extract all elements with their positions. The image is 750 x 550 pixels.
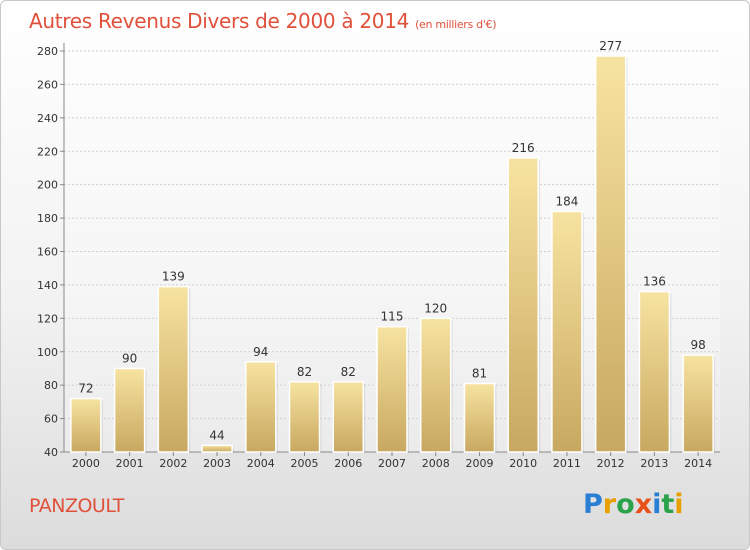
bar xyxy=(113,367,146,453)
chart-title-unit: (en milliers d'€) xyxy=(415,18,497,31)
bar-value-label: 90 xyxy=(122,351,137,365)
bar-value-label: 216 xyxy=(512,141,535,155)
bar-value-label: 98 xyxy=(690,338,705,352)
bar-value-label: 94 xyxy=(253,345,268,359)
y-tick-label: 120 xyxy=(37,312,58,325)
y-tick-label: 280 xyxy=(37,45,58,58)
y-tick-label: 140 xyxy=(37,279,58,292)
bar-value-label: 139 xyxy=(162,270,185,284)
bar-value-label: 81 xyxy=(472,366,487,380)
bar-group: 184 2011 xyxy=(551,194,584,470)
bar xyxy=(157,285,190,453)
bar xyxy=(551,210,583,453)
bar xyxy=(463,382,496,453)
y-tick-label: 240 xyxy=(37,112,58,125)
bar-value-label: 44 xyxy=(209,428,224,442)
logo-letter: P xyxy=(583,489,603,520)
logo-letter: r xyxy=(602,489,617,520)
place-name: PANZOULT xyxy=(29,495,124,517)
bar xyxy=(70,397,102,453)
logo-letter: t xyxy=(661,489,675,520)
bar xyxy=(376,325,408,453)
logo-letter: o xyxy=(616,489,635,520)
bar-group: 94 2004 xyxy=(245,345,278,470)
bar-value-label: 136 xyxy=(643,275,666,289)
x-tick-label: 2003 xyxy=(203,457,231,470)
x-tick-label: 2005 xyxy=(291,457,319,470)
bar-group: 120 2008 xyxy=(419,301,453,470)
bar-group: 136 2013 xyxy=(638,275,672,470)
x-tick-label: 2000 xyxy=(72,457,100,470)
y-tick-label: 160 xyxy=(37,246,58,259)
y-tick-label: 260 xyxy=(37,78,58,91)
x-tick-label: 2010 xyxy=(509,457,537,470)
x-tick-label: 2012 xyxy=(597,457,625,470)
y-tick-label: 60 xyxy=(44,413,58,426)
x-tick-label: 2006 xyxy=(334,457,362,470)
bar xyxy=(201,444,233,453)
bar-group: 277 2012 xyxy=(594,39,628,470)
bar-value-label: 115 xyxy=(381,310,404,324)
bar xyxy=(288,381,321,453)
x-tick-label: 2007 xyxy=(378,457,406,470)
chart-title: Autres Revenus Divers de 2000 à 2014 (en … xyxy=(29,9,497,33)
logo-letter: i xyxy=(652,489,662,520)
y-tick-label: 200 xyxy=(37,179,58,192)
proxiti-logo: Proxiti xyxy=(583,489,684,520)
x-tick-label: 2002 xyxy=(159,457,187,470)
x-tick-label: 2009 xyxy=(465,457,493,470)
y-tick-label: 100 xyxy=(37,346,58,359)
logo-letter: x xyxy=(634,489,653,520)
bar-value-label: 82 xyxy=(297,365,312,379)
x-tick-label: 2008 xyxy=(422,457,450,470)
y-tick-label: 180 xyxy=(37,212,58,225)
x-tick-label: 2013 xyxy=(640,457,668,470)
bar-value-label: 277 xyxy=(599,39,622,53)
bar-value-label: 82 xyxy=(341,365,356,379)
bar-group: 115 2007 xyxy=(376,310,409,470)
bar xyxy=(682,354,714,453)
bar-group: 139 2002 xyxy=(157,270,191,470)
x-tick-label: 2001 xyxy=(116,457,144,470)
bar-group: 216 2010 xyxy=(507,141,541,470)
bar-group: 98 2014 xyxy=(682,338,716,470)
bar-group: 81 2009 xyxy=(463,366,497,470)
bar-group: 90 2001 xyxy=(113,351,147,470)
chart-title-main: Autres Revenus Divers de 2000 à 2014 xyxy=(29,9,410,33)
bar xyxy=(419,317,452,453)
bar-group: 82 2005 xyxy=(288,365,322,470)
bar-value-label: 184 xyxy=(555,194,578,208)
bar-group: 44 2003 xyxy=(201,428,235,470)
bar-value-label: 120 xyxy=(424,301,447,315)
logo-letter: i xyxy=(674,489,684,520)
y-tick-label: 80 xyxy=(44,379,58,392)
x-tick-label: 2014 xyxy=(684,457,712,470)
bar xyxy=(638,290,671,453)
bar xyxy=(594,55,627,453)
bar xyxy=(332,381,365,453)
x-tick-label: 2004 xyxy=(247,457,275,470)
bar xyxy=(245,361,277,453)
bar-value-label: 72 xyxy=(78,382,93,396)
bar xyxy=(507,157,539,453)
bar-group: 72 2000 xyxy=(70,382,103,470)
y-tick-label: 40 xyxy=(44,446,58,459)
bar-group: 82 2006 xyxy=(332,365,366,470)
x-tick-label: 2011 xyxy=(553,457,581,470)
y-tick-label: 220 xyxy=(37,145,58,158)
